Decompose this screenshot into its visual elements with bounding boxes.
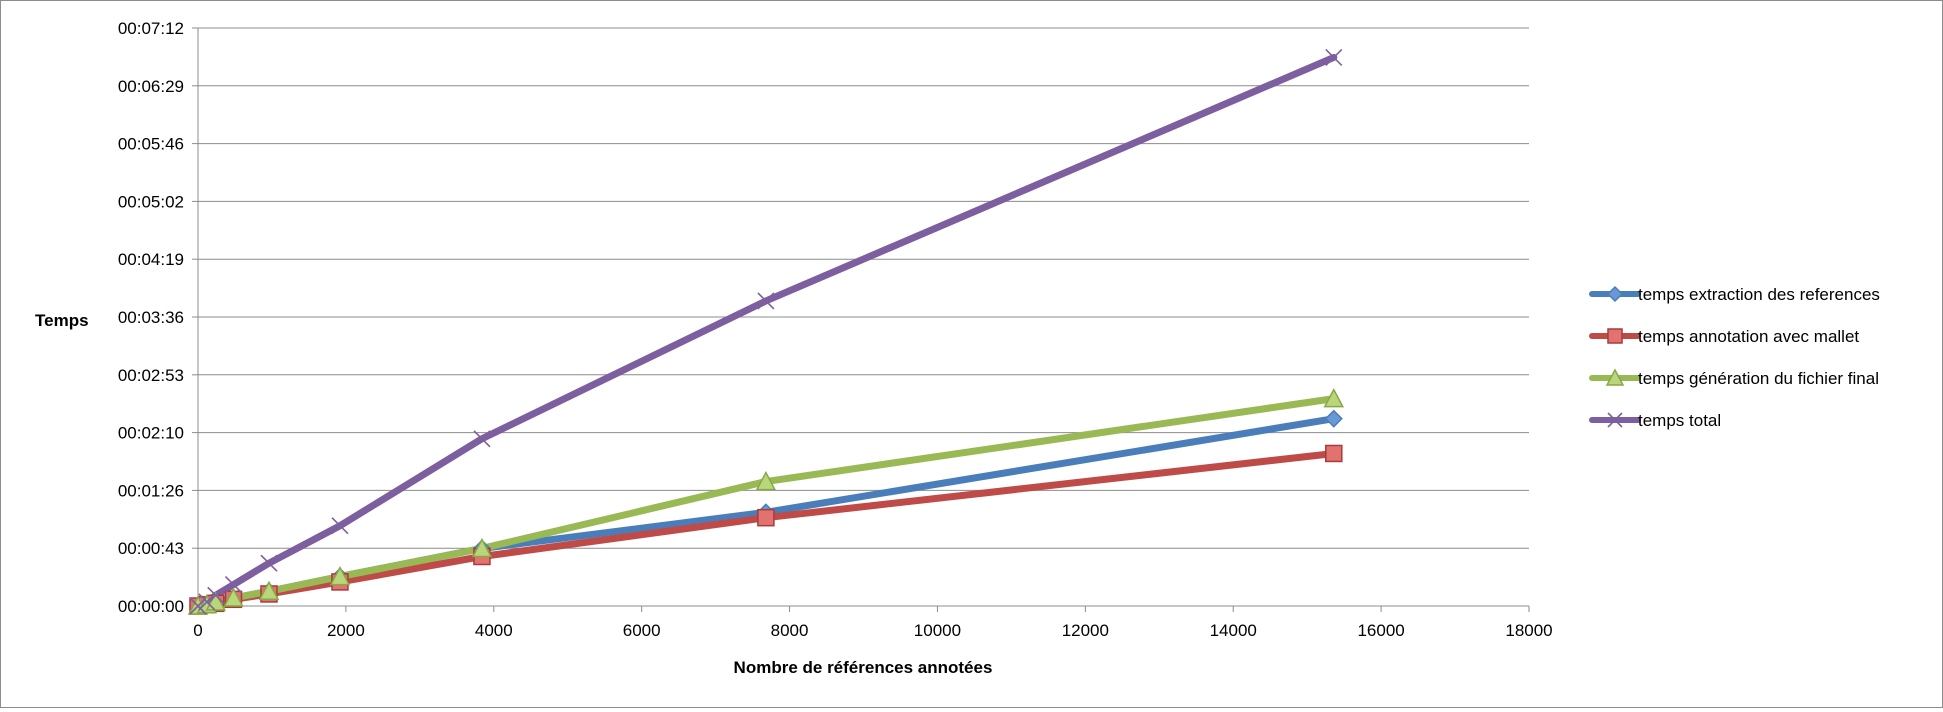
data-point: [755, 470, 777, 491]
x-tick-label: 4000: [475, 621, 513, 640]
y-tick-label: 00:02:10: [118, 424, 184, 443]
data-point: [1323, 388, 1345, 408]
data-point: [329, 565, 351, 586]
data-point: [224, 576, 243, 594]
data-point: [207, 586, 225, 604]
data-point: [473, 430, 491, 448]
y-axis-title: Temps: [35, 311, 89, 330]
data-point: [471, 537, 493, 558]
legend-marker: [1606, 285, 1624, 303]
data-point: [1324, 409, 1343, 428]
legend-label: temps extraction des references: [1638, 285, 1880, 304]
y-tick-label: 00:02:53: [118, 366, 184, 385]
x-tick-label: 14000: [1210, 621, 1257, 640]
x-tick-label: 6000: [623, 621, 661, 640]
data-point: [757, 292, 775, 310]
legend-item: temps génération du fichier final: [1589, 368, 1879, 388]
data-point: [198, 593, 216, 611]
legend: temps extraction des references temps ann…: [1589, 285, 1880, 430]
x-tick-label: 16000: [1357, 621, 1404, 640]
data-point: [223, 587, 244, 607]
data-point: [1325, 48, 1343, 67]
x-tick-label: 0: [193, 621, 202, 640]
data-point: [258, 580, 280, 601]
y-tick-label: 00:00:43: [118, 539, 184, 558]
data-point: [331, 517, 349, 535]
legend-marker: [1607, 412, 1623, 428]
y-tick-label: 00:01:26: [118, 481, 184, 500]
data-point: [260, 554, 278, 572]
x-axis-title: Nombre de références annotées: [734, 658, 993, 677]
series-markers: [187, 48, 1345, 616]
y-tick-label: 00:05:46: [118, 135, 184, 154]
legend-item: temps annotation avec mallet: [1589, 327, 1859, 346]
y-tick-label: 00:06:29: [118, 77, 184, 96]
legend-item: temps extraction des references: [1589, 285, 1880, 304]
y-tick-label: 00:05:02: [118, 192, 184, 211]
legend-label: temps annotation avec mallet: [1638, 327, 1859, 346]
x-tick-label: 18000: [1505, 621, 1552, 640]
legend-marker: [1607, 328, 1623, 344]
y-tick-label: 00:00:00: [118, 597, 184, 616]
data-point: [189, 597, 207, 615]
x-tick-label: 10000: [914, 621, 961, 640]
x-tick-label: 2000: [327, 621, 365, 640]
y-tick-label: 00:07:12: [118, 19, 184, 38]
legend-marker: [1605, 368, 1625, 386]
data-point: [1325, 444, 1343, 463]
axes: 00:00:00 00:00:43 00:01:26 00:02:10 00:02:53…: [118, 19, 1553, 640]
legend-item: temps total: [1589, 411, 1721, 430]
y-tick-label: 00:04:19: [118, 250, 184, 269]
y-tick-label: 00:03:36: [118, 308, 184, 327]
legend-label: temps total: [1638, 411, 1721, 430]
x-tick-label: 12000: [1062, 621, 1109, 640]
data-point: [757, 508, 775, 527]
legend-label: temps génération du fichier final: [1638, 369, 1879, 388]
x-tick-label: 8000: [771, 621, 809, 640]
